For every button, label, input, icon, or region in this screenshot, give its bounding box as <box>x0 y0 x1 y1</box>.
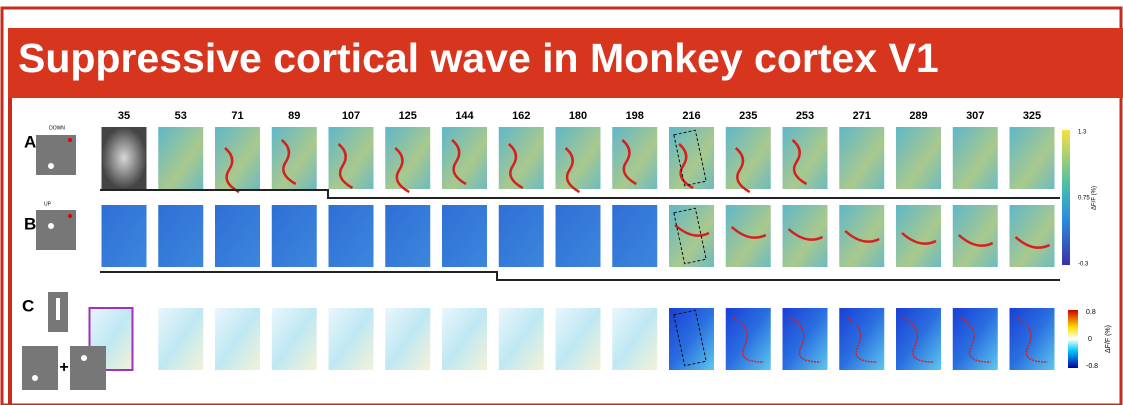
frame-time: 180 <box>569 110 587 122</box>
left-border <box>8 98 12 405</box>
frame-b <box>329 205 374 267</box>
frame-time: 198 <box>626 110 644 122</box>
colorbar-label: 0 <box>1088 336 1092 343</box>
frame-b <box>839 205 884 267</box>
frame-time: 216 <box>682 110 700 122</box>
title: Suppressive cortical wave in Monkey cort… <box>18 35 939 81</box>
colorbar-label: 1.3 <box>1078 130 1087 136</box>
frame-time: 89 <box>288 110 300 122</box>
frame-time: 289 <box>909 110 927 122</box>
stimulus-bar <box>56 298 60 320</box>
colorbar <box>1062 130 1070 265</box>
frame-c <box>499 308 544 370</box>
stimulus-icon <box>22 346 58 390</box>
frame-a <box>669 127 714 189</box>
frame-time: 144 <box>455 110 474 122</box>
stimulus-dot <box>48 223 54 229</box>
frame-c <box>272 308 317 370</box>
row-label: B <box>24 214 36 233</box>
frame-a <box>896 127 941 189</box>
frame-b <box>556 205 601 267</box>
frame-a <box>102 127 147 189</box>
frame-b <box>499 205 544 267</box>
figure: Suppressive cortical wave in Monkey cort… <box>0 0 1123 405</box>
row-label: C <box>22 296 34 315</box>
frame-time: 125 <box>399 110 417 122</box>
stimulus-dot <box>32 375 38 381</box>
frame-a <box>839 127 884 189</box>
frame-b <box>612 205 657 267</box>
frame-b <box>385 205 430 267</box>
colorbar-label: 0.8 <box>1086 309 1096 316</box>
fixation-dot <box>68 214 72 218</box>
stimulus-dot <box>48 163 54 169</box>
frame-b <box>272 205 317 267</box>
condition-label: DOWN <box>49 125 65 131</box>
frame-c <box>896 308 941 370</box>
frame-b <box>158 205 203 267</box>
colorbar-label: 0.75 <box>1078 196 1090 202</box>
frame-time: 253 <box>796 110 814 122</box>
frame-a <box>158 127 203 189</box>
plus-sign: + <box>59 359 68 376</box>
condition-label: UP <box>44 201 52 207</box>
frame-b <box>102 205 147 267</box>
colorbar-unit: ΔF/F (%) <box>1092 186 1098 210</box>
frame-time: 325 <box>1023 110 1041 122</box>
frame-a <box>612 127 657 189</box>
frame-b <box>442 205 487 267</box>
frame-b <box>783 205 828 267</box>
frame-c <box>839 308 884 370</box>
stimulus-icon <box>70 346 106 390</box>
frame-c <box>1010 308 1055 370</box>
frame-c <box>783 308 828 370</box>
frame-b <box>1010 205 1055 267</box>
colorbar-unit: ΔF/F (%) <box>1105 325 1112 353</box>
frame-c <box>556 308 601 370</box>
frame-time: 162 <box>512 110 530 122</box>
frame-c <box>953 308 998 370</box>
frame-time: 71 <box>231 110 243 122</box>
frame-a <box>499 127 544 189</box>
colorbar-label: -0.3 <box>1078 262 1089 268</box>
frame-a <box>272 127 317 189</box>
frame-time: 307 <box>966 110 984 122</box>
frame-a <box>215 127 260 189</box>
frame-c <box>442 308 487 370</box>
frame-c <box>669 308 714 370</box>
frame-c <box>385 308 430 370</box>
frame-time: 235 <box>739 110 757 122</box>
frame-a <box>329 127 374 189</box>
colorbar-label: -0.8 <box>1086 363 1098 370</box>
frame-time: 53 <box>175 110 187 122</box>
fixation-dot <box>68 138 72 142</box>
frame-a <box>953 127 998 189</box>
frame-time: 35 <box>118 110 130 122</box>
frame-a <box>783 127 828 189</box>
frame-time: 107 <box>342 110 360 122</box>
frame-c <box>215 308 260 370</box>
frame-b <box>215 205 260 267</box>
frame-a <box>726 127 771 189</box>
frame-a <box>385 127 430 189</box>
frame-a <box>442 127 487 189</box>
frame-a <box>1010 127 1055 189</box>
frame-b <box>896 205 941 267</box>
stimulus-dot <box>81 355 87 361</box>
frame-grid: 35 53 71 89 107 125 144 162 180 198 216 235 253 271 28… <box>90 110 1055 370</box>
frame-c <box>158 308 203 370</box>
frame-time: 271 <box>853 110 871 122</box>
frame-c <box>329 308 374 370</box>
colorbar <box>1068 310 1078 368</box>
frame-c <box>726 308 771 370</box>
frame-a <box>556 127 601 189</box>
row-label: A <box>24 132 36 151</box>
frame-c <box>612 308 657 370</box>
